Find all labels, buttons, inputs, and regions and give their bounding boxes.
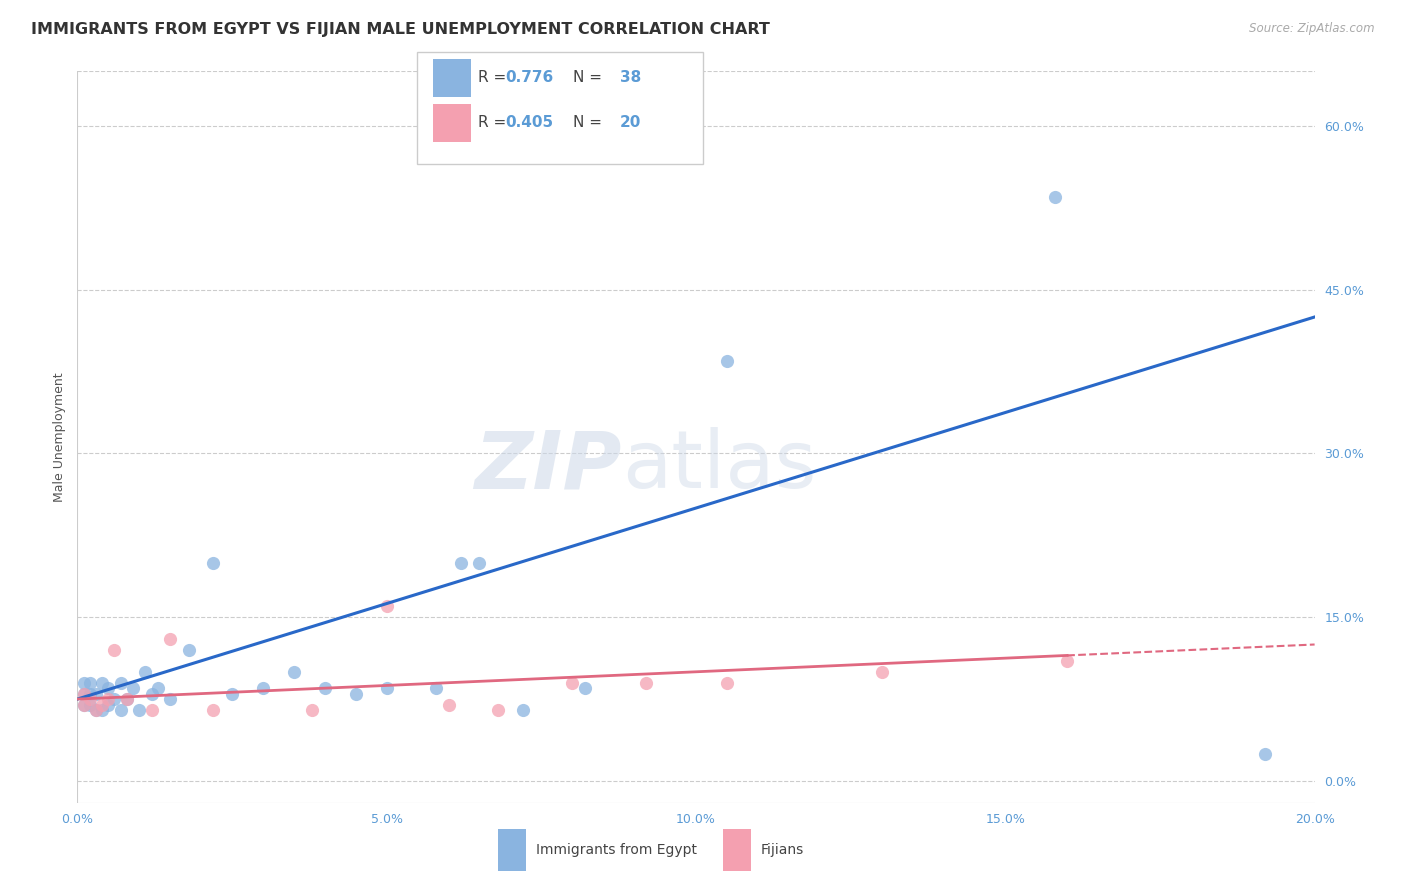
Point [91, 703, 114, 717]
Point [122, 681, 145, 695]
Point [202, 703, 225, 717]
Point [1056, 654, 1078, 668]
Point [450, 556, 472, 570]
Point [716, 675, 738, 690]
Point [301, 703, 323, 717]
Point [84, 687, 107, 701]
Point [141, 703, 163, 717]
Point [72, 698, 94, 712]
Point [72, 687, 94, 701]
Point [159, 632, 181, 646]
Y-axis label: Male Unemployment: Male Unemployment [53, 372, 66, 502]
Text: Source: ZipAtlas.com: Source: ZipAtlas.com [1250, 22, 1375, 36]
Point [512, 703, 534, 717]
Text: R =: R = [478, 115, 512, 130]
Point [134, 665, 156, 679]
Point [103, 692, 125, 706]
Text: 0.776: 0.776 [505, 70, 554, 86]
Point [221, 687, 243, 701]
Point [84, 703, 107, 717]
Point [425, 681, 447, 695]
Point [110, 675, 132, 690]
Text: R =: R = [478, 70, 512, 86]
Point [110, 703, 132, 717]
Point [159, 692, 181, 706]
Point [344, 687, 367, 701]
Point [437, 698, 460, 712]
Point [314, 681, 336, 695]
Text: N =: N = [574, 70, 607, 86]
Point [115, 692, 138, 706]
Point [177, 643, 200, 657]
Point [72, 698, 94, 712]
Point [468, 556, 491, 570]
Text: 38: 38 [620, 70, 641, 86]
Point [128, 703, 150, 717]
Point [79, 692, 101, 706]
Point [202, 556, 225, 570]
Text: Immigrants from Egypt: Immigrants from Egypt [536, 843, 697, 856]
Point [97, 692, 120, 706]
Point [561, 675, 583, 690]
Text: N =: N = [574, 115, 607, 130]
Point [1043, 190, 1066, 204]
Point [103, 643, 125, 657]
Text: Fijians: Fijians [761, 843, 804, 856]
Point [97, 698, 120, 712]
Point [870, 665, 893, 679]
Point [97, 681, 120, 695]
Point [146, 681, 169, 695]
Point [79, 687, 101, 701]
Point [574, 681, 596, 695]
Point [1254, 747, 1277, 761]
Point [716, 353, 738, 368]
Point [79, 698, 101, 712]
Point [486, 703, 509, 717]
Point [72, 687, 94, 701]
Point [375, 681, 398, 695]
Text: 0.405: 0.405 [505, 115, 554, 130]
Point [375, 599, 398, 614]
Point [115, 692, 138, 706]
Point [91, 675, 114, 690]
Point [79, 675, 101, 690]
Text: ZIP: ZIP [474, 427, 621, 506]
Text: 20: 20 [620, 115, 641, 130]
Text: atlas: atlas [621, 427, 815, 506]
Point [283, 665, 305, 679]
Point [141, 687, 163, 701]
Point [91, 698, 114, 712]
Point [252, 681, 274, 695]
Point [84, 703, 107, 717]
Point [72, 675, 94, 690]
Text: IMMIGRANTS FROM EGYPT VS FIJIAN MALE UNEMPLOYMENT CORRELATION CHART: IMMIGRANTS FROM EGYPT VS FIJIAN MALE UNE… [31, 22, 770, 37]
Point [636, 675, 658, 690]
